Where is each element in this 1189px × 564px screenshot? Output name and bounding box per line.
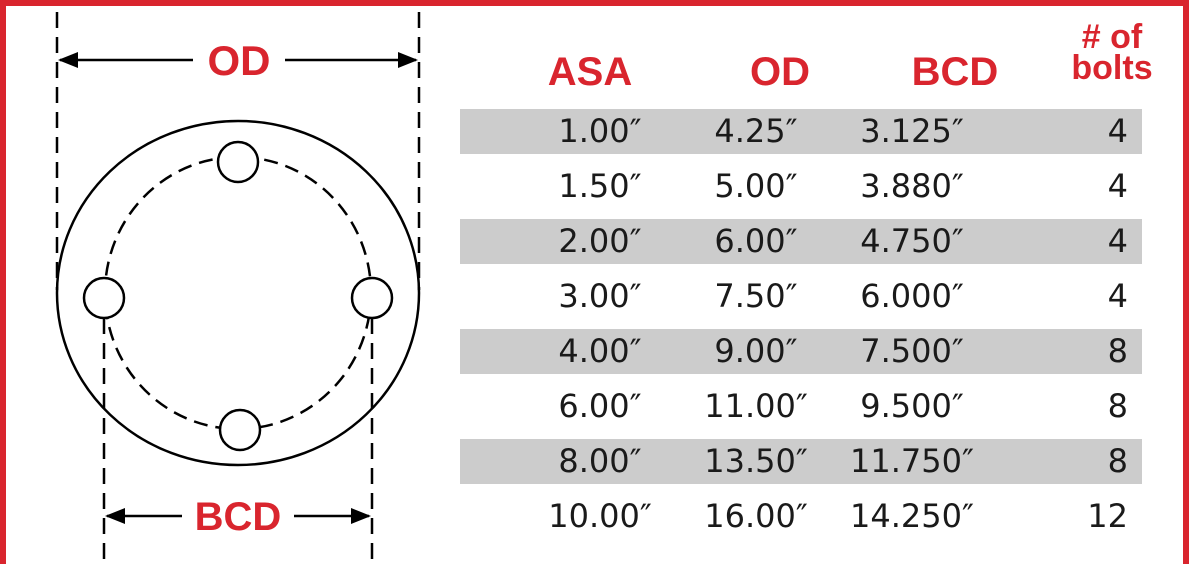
cell-bcd: 7.500″	[860, 332, 964, 370]
header-bcd: BCD	[911, 50, 999, 94]
cell-od: 16.00″	[704, 497, 808, 535]
cell-asa: 1.00″	[558, 112, 642, 150]
header-bolts: # of bolts	[1046, 18, 1178, 88]
frame-top-border	[0, 0, 1189, 6]
cell-asa: 3.00″	[558, 277, 642, 315]
cell-asa: 1.50″	[558, 167, 642, 205]
bolt-hole-top	[216, 140, 260, 184]
header-od: OD	[750, 50, 810, 94]
od-dimension-label: OD	[193, 40, 285, 82]
cell-asa: 2.00″	[558, 222, 642, 260]
bolt-circle	[103, 155, 373, 431]
cell-od: 5.00″	[714, 167, 798, 205]
table-row: 10.00″ 16.00″ 14.250″ 12	[460, 494, 1142, 539]
cell-bolts: 4	[1107, 167, 1128, 205]
od-arrowhead-left	[58, 52, 78, 68]
frame-left-border	[0, 0, 6, 564]
cell-bolts: 4	[1107, 222, 1128, 260]
bolt-hole-bottom	[218, 408, 262, 452]
table-row: 3.00″ 7.50″ 6.000″ 4	[460, 274, 1142, 319]
cell-od: 6.00″	[714, 222, 798, 260]
frame-right-border	[1183, 0, 1189, 564]
bolt-hole-left	[82, 276, 126, 320]
cell-asa: 6.00″	[558, 387, 642, 425]
table-row: 1.50″ 5.00″ 3.880″ 4	[460, 164, 1142, 209]
bcd-arrowhead-right	[351, 508, 371, 524]
table-row: 1.00″ 4.25″ 3.125″ 4	[460, 109, 1142, 154]
cell-asa: 8.00″	[558, 442, 642, 480]
table-row: 2.00″ 6.00″ 4.750″ 4	[460, 219, 1142, 264]
cell-bolts: 4	[1107, 112, 1128, 150]
cell-bolts: 4	[1107, 277, 1128, 315]
cell-od: 7.50″	[714, 277, 798, 315]
bcd-dimension-label: BCD	[182, 497, 294, 537]
cell-bolts: 8	[1107, 332, 1128, 370]
cell-bcd: 9.500″	[860, 387, 964, 425]
cell-od: 11.00″	[704, 387, 808, 425]
cell-bcd: 3.880″	[860, 167, 964, 205]
cell-bcd: 11.750″	[850, 442, 974, 480]
table-row: 4.00″ 9.00″ 7.500″ 8	[460, 329, 1142, 374]
cell-bolts: 8	[1107, 442, 1128, 480]
cell-od: 9.00″	[714, 332, 798, 370]
header-bolts-line1: # of	[1081, 18, 1143, 56]
cell-bolts: 12	[1087, 497, 1128, 535]
header-asa: ASA	[547, 50, 633, 94]
cell-od: 13.50″	[704, 442, 808, 480]
od-arrowhead-right	[398, 52, 418, 68]
cell-bcd: 4.750″	[860, 222, 964, 260]
header-bolts-line2: bolts	[1071, 49, 1153, 88]
cell-bolts: 8	[1107, 387, 1128, 425]
cell-asa: 10.00″	[548, 497, 652, 535]
cell-asa: 4.00″	[558, 332, 642, 370]
table-row: 6.00″ 11.00″ 9.500″ 8	[460, 384, 1142, 429]
cell-od: 4.25″	[714, 112, 798, 150]
bcd-arrowhead-left	[105, 508, 125, 524]
table-row: 8.00″ 13.50″ 11.750″ 8	[460, 439, 1142, 484]
cell-bcd: 14.250″	[850, 497, 974, 535]
cell-bcd: 3.125″	[860, 112, 964, 150]
flange-outer-circle	[55, 119, 421, 467]
bolt-hole-right	[350, 276, 394, 320]
cell-bcd: 6.000″	[860, 277, 964, 315]
